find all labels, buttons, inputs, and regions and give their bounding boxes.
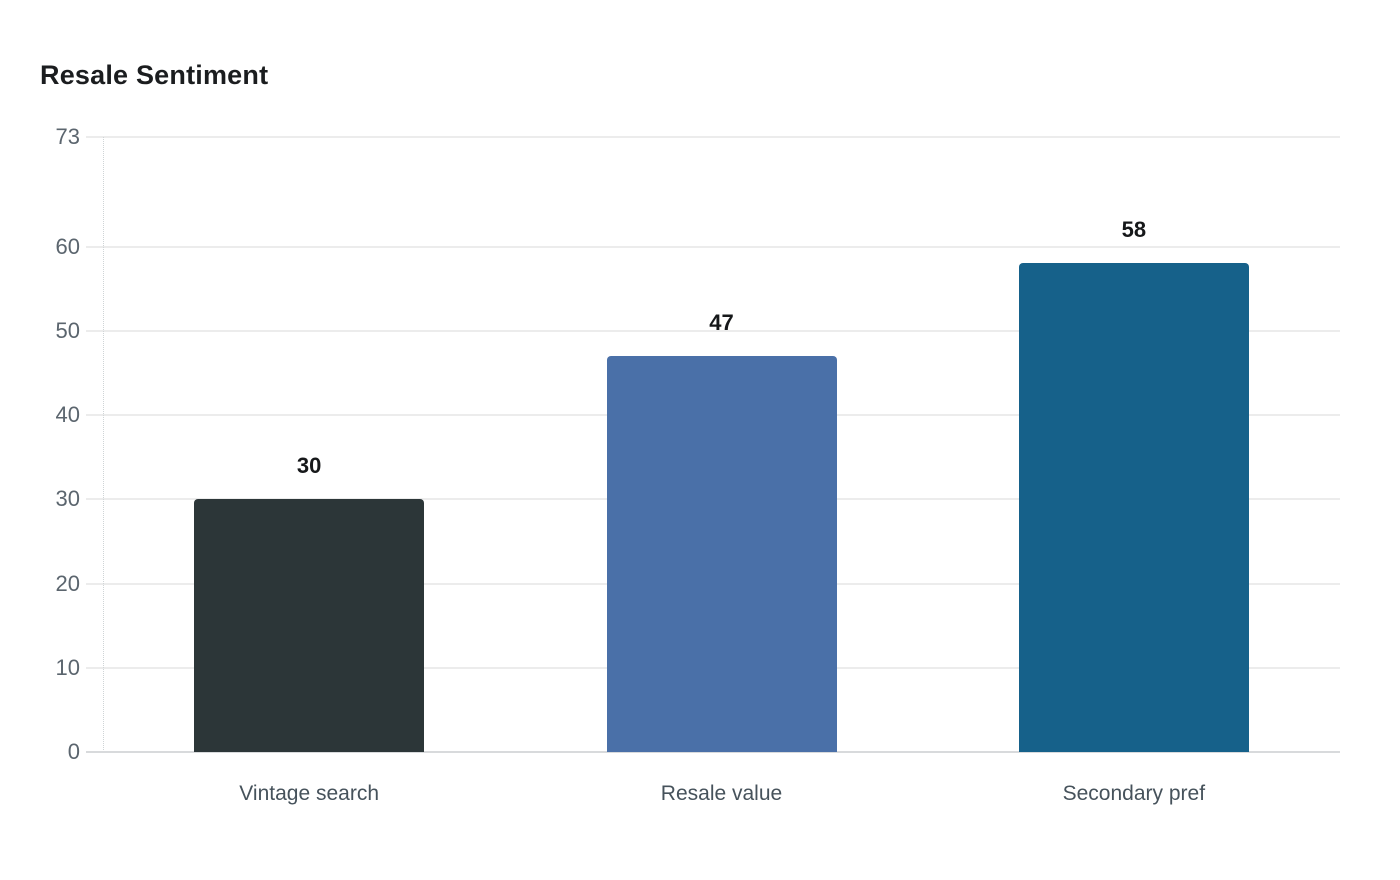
bar-value-label-secondary-pref: 58 [1121,217,1147,243]
bar-secondary-pref [1018,263,1249,752]
bar-value-label-resale-value: 47 [709,310,734,336]
x-axis-label-secondary-pref: Secondary pref [1062,782,1206,805]
gridline [86,136,1340,138]
bar-vintage-search [194,499,425,752]
y-tick-label: 10 [55,654,80,680]
chart-title: Resale Sentiment [40,60,269,90]
y-tick-label: 0 [67,739,80,764]
y-tick-label: 50 [55,317,80,343]
y-tick-label: 60 [55,233,80,259]
y-tick-label: 30 [55,486,80,512]
bar-resale-value [606,356,837,752]
y-tick-label: 40 [55,402,80,427]
x-axis-baseline [86,751,1340,753]
y-tick-label: 73 [55,124,80,149]
x-axis-label-resale-value: Resale value [660,782,783,805]
y-axis-line [103,137,104,752]
gridline [86,245,1340,248]
x-axis-label-vintage-search: Vintage search [239,782,380,805]
bar-value-label-vintage-search: 30 [296,453,322,479]
y-tick-label: 20 [55,570,80,596]
gridline [86,329,1340,332]
